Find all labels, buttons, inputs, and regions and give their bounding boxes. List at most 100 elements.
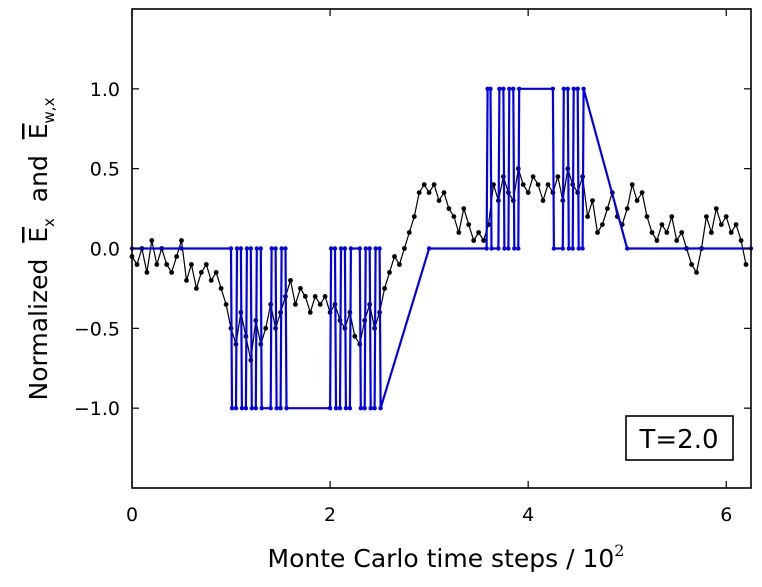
series-1-point [253, 406, 258, 411]
series-1-point [511, 86, 516, 92]
x-tick-label: 2 [324, 504, 336, 526]
series-0-point [198, 270, 204, 275]
series-0-point [154, 262, 160, 267]
series-0-point [649, 230, 655, 235]
series-0-point [426, 190, 432, 196]
series-0-point [491, 182, 496, 188]
series-1-point [234, 246, 240, 251]
series-0 [129, 166, 749, 363]
x-tick-label: 4 [522, 504, 534, 526]
series-0-point [466, 222, 472, 228]
series-1-point [576, 246, 581, 251]
series-0-point [669, 214, 675, 220]
series-0-point [392, 254, 397, 259]
series-1-point [248, 246, 253, 251]
annotation-box [625, 415, 734, 461]
series-1-point [570, 246, 575, 251]
series-0-point [709, 230, 714, 235]
series-1-point [373, 246, 378, 251]
series-1-point [259, 406, 264, 411]
series-1-point [273, 246, 278, 251]
series-0-point [194, 286, 199, 291]
series-0-point [535, 182, 541, 188]
series-1-point [179, 246, 184, 251]
series-0-point [387, 270, 392, 275]
series-1-point [358, 406, 363, 411]
series-0-point [689, 262, 694, 267]
series-0-point [743, 262, 749, 267]
series-0-point [664, 230, 670, 235]
series-0-point [639, 190, 645, 196]
series-1-point [581, 86, 586, 92]
y-axis-title-and: and [24, 139, 53, 218]
series-1-point [368, 406, 373, 411]
y-axis-symbol-ex: E [24, 227, 53, 243]
series-0-point [723, 214, 729, 220]
series-0-point [476, 230, 481, 235]
series-1-point [497, 86, 502, 92]
series-1-point [377, 246, 382, 251]
y-tick-label: −1.0 [74, 398, 120, 420]
annotation-text: T=2.0 [638, 425, 718, 455]
series-1-point [378, 406, 383, 411]
series-1-point [363, 246, 368, 251]
series-1-point [575, 86, 580, 92]
series-0-point [704, 214, 709, 220]
tick-layer: 0 2 4 6 −1.0 −0.5 0.0 0.5 1.0 [74, 9, 751, 526]
y-tick-label: 0.5 [90, 159, 120, 181]
series-0-point [312, 294, 318, 299]
y-axis-title-text: Normalized Ex and Ew,x [24, 97, 58, 400]
series-0-point [728, 230, 734, 235]
series-0-point [402, 246, 407, 251]
series-1-point [233, 406, 239, 411]
series-1-point [367, 246, 372, 251]
series-0-point [293, 302, 298, 307]
series-0-point [555, 174, 561, 180]
series-0-point [738, 238, 744, 243]
series-0-point [298, 286, 303, 291]
series-1-point [348, 246, 354, 251]
series-1-point [327, 406, 333, 411]
series-1-point [228, 246, 234, 251]
series-1-point [501, 86, 506, 92]
series-0-point [634, 198, 640, 204]
series-0-point [520, 182, 526, 188]
series-0-point [317, 302, 323, 307]
series-1-point [239, 406, 245, 411]
series-0-point [441, 190, 447, 196]
series-0-point [713, 206, 719, 212]
series-0-point [471, 238, 477, 243]
series-0-point [590, 198, 595, 204]
series-1-point [496, 246, 501, 251]
series-0-point [629, 182, 635, 188]
series-0-point [421, 182, 427, 188]
series-0-point [540, 198, 546, 204]
series-1-point [347, 406, 353, 411]
series-0-point [416, 190, 422, 196]
series-1-point [333, 406, 339, 411]
series-0-point [352, 333, 358, 339]
series-1-point [343, 406, 349, 411]
legend-annotation: T=2.0 [625, 415, 734, 461]
series-1-point [337, 406, 343, 411]
x-tick-label: 6 [720, 504, 732, 526]
series-1-point [258, 246, 263, 251]
series-1-point [502, 246, 507, 251]
x-axis-title-text: Monte Carlo time steps / 10 [268, 544, 615, 573]
series-0-point [203, 262, 209, 267]
series-0-point [654, 238, 660, 243]
series-1-point [238, 246, 244, 251]
x-axis-title: Monte Carlo time steps / 102 [268, 541, 625, 573]
y-tick-label: 1.0 [90, 79, 120, 101]
x-axis-title-exponent: 2 [614, 541, 624, 560]
series-1-point [284, 406, 289, 411]
series-0-point [164, 262, 170, 267]
series-1-point [506, 246, 511, 251]
series-1-point [488, 86, 493, 92]
series-1-point [580, 246, 585, 251]
series-0-point [144, 270, 150, 275]
series-1-point [328, 246, 334, 251]
series-1-point [426, 246, 432, 251]
series-0-point [406, 230, 412, 235]
